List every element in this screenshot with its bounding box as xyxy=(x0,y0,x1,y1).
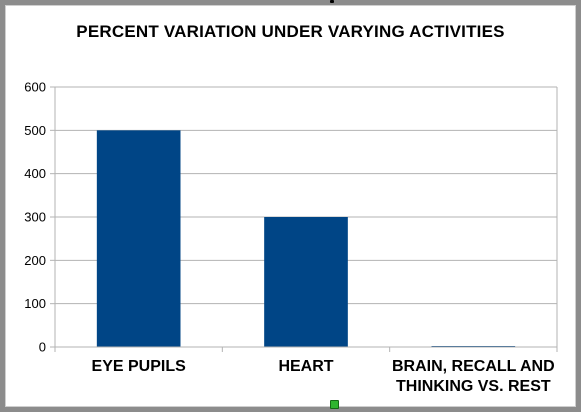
x-category-label-0-0: EYE PUPILS xyxy=(92,358,187,375)
bar-0 xyxy=(96,130,181,347)
y-tick-label-200: 200 xyxy=(24,253,46,268)
y-tick-label-400: 400 xyxy=(24,166,46,181)
x-category-label-2-0: BRAIN, RECALL AND xyxy=(392,358,555,375)
bar-1 xyxy=(264,217,348,347)
y-tick-label-0: 0 xyxy=(39,340,46,355)
x-category-label-1-0: HEART xyxy=(278,358,333,375)
y-tick-label-100: 100 xyxy=(24,296,46,311)
x-category-label-2-1: THINKING VS. REST xyxy=(396,378,551,395)
chart-title: PERCENT VARIATION UNDER VARYING ACTIVITI… xyxy=(76,22,505,41)
y-tick-label-500: 500 xyxy=(24,123,46,138)
selection-handle-top[interactable] xyxy=(330,0,334,3)
selection-handle-bottom[interactable] xyxy=(330,400,339,409)
y-tick-label-600: 600 xyxy=(24,80,46,95)
y-tick-label-300: 300 xyxy=(24,210,46,225)
